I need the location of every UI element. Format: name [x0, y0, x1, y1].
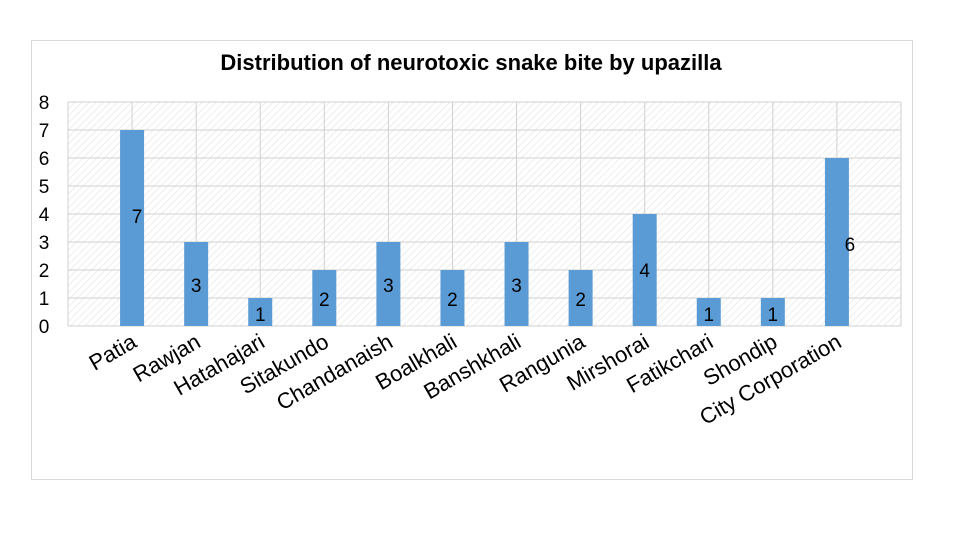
bar: [120, 130, 145, 326]
data-label: 2: [447, 290, 458, 311]
data-label: 3: [191, 276, 202, 297]
bar: [376, 242, 401, 326]
data-label: 1: [768, 305, 779, 326]
bar: [312, 270, 337, 326]
bar: [568, 270, 593, 326]
bar: [248, 298, 273, 326]
y-tick-label: 8: [39, 93, 50, 114]
bar: [696, 298, 721, 326]
y-tick-label: 7: [39, 121, 50, 142]
y-tick-label: 3: [39, 233, 50, 254]
data-label: 3: [383, 276, 394, 297]
y-tick-label: 6: [39, 149, 50, 170]
data-label: 4: [639, 261, 650, 282]
data-label: 2: [575, 290, 586, 311]
y-tick-label: 2: [39, 261, 50, 282]
data-label: 7: [132, 207, 143, 228]
bar: [504, 242, 529, 326]
data-label: 6: [845, 235, 856, 256]
bar: [184, 242, 209, 326]
bar: [440, 270, 465, 326]
data-label: 1: [255, 305, 266, 326]
chart-title: Distribution of neurotoxic snake bite by…: [220, 50, 722, 75]
data-label: 1: [703, 305, 714, 326]
y-tick-label: 0: [39, 317, 50, 338]
bar: [824, 158, 849, 326]
y-tick-label: 5: [39, 177, 50, 198]
bar: [632, 214, 657, 326]
bar: [760, 298, 785, 326]
data-label: 3: [511, 276, 522, 297]
y-tick-label: 1: [39, 289, 50, 310]
y-tick-label: 4: [39, 205, 50, 226]
data-label: 2: [319, 290, 330, 311]
